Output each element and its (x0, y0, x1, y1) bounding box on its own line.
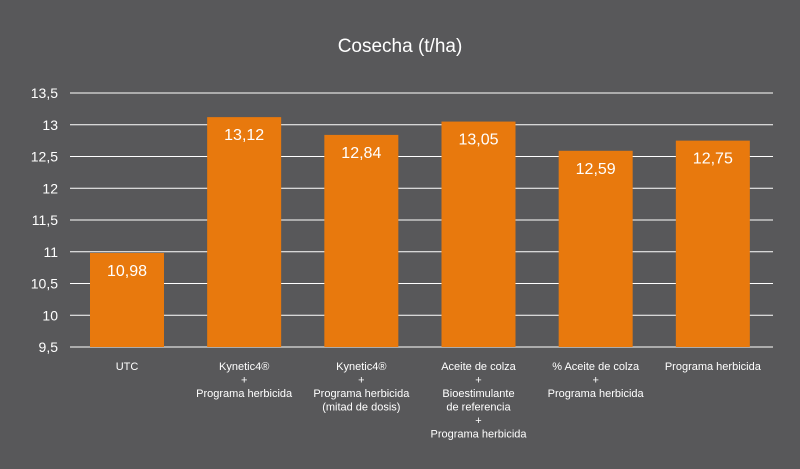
bar (441, 121, 516, 347)
y-tick-label: 13,5 (31, 85, 58, 101)
bar (324, 134, 399, 347)
bar-value-label: 12,59 (576, 161, 616, 178)
bar-value-label: 10,98 (107, 263, 147, 280)
bar (558, 150, 633, 347)
bar (207, 117, 282, 347)
category-label: Kynetic4® + Programa herbicida (196, 361, 293, 400)
y-tick-label: 12,5 (31, 149, 58, 165)
bar-value-label: 12,84 (341, 145, 381, 162)
value-labels: 10,98 13,12 12,84 13,05 12,59 12,75 (107, 127, 733, 280)
gridlines (70, 92, 773, 348)
bars (90, 117, 750, 347)
y-tick-label: 13 (42, 117, 58, 133)
bar-value-label: 13,12 (224, 127, 264, 144)
y-tick-label: 9,5 (39, 339, 59, 355)
category-label: % Aceite de colza + Programa herbicida (548, 361, 645, 400)
category-label: UTC (116, 361, 139, 373)
bar (90, 253, 164, 347)
y-tick-label: 11 (43, 244, 58, 260)
chart-title: Cosecha (t/ha) (338, 36, 463, 57)
y-tick-label: 10,5 (31, 276, 58, 292)
bar (675, 140, 750, 347)
category-label: Aceite de colza + Bioestimulante de referen… (431, 361, 528, 441)
category-label: Programa herbicida (665, 361, 762, 373)
category-label: Kynetic4® + Programa herbicida (mitad de do… (313, 361, 410, 414)
y-tick-label: 11,5 (32, 212, 58, 228)
y-tick-label: 12 (42, 180, 58, 196)
bar-value-label: 13,05 (458, 132, 498, 149)
y-tick-label: 10 (42, 307, 58, 323)
y-axis-ticks: 9,5 10 10,5 11 11,5 12 12,5 13 13,5 (31, 85, 58, 355)
x-axis-categories: UTC Kynetic4® + Programa herbicida Kynetic4®… (116, 361, 762, 441)
bar-value-label: 12,75 (693, 151, 733, 168)
